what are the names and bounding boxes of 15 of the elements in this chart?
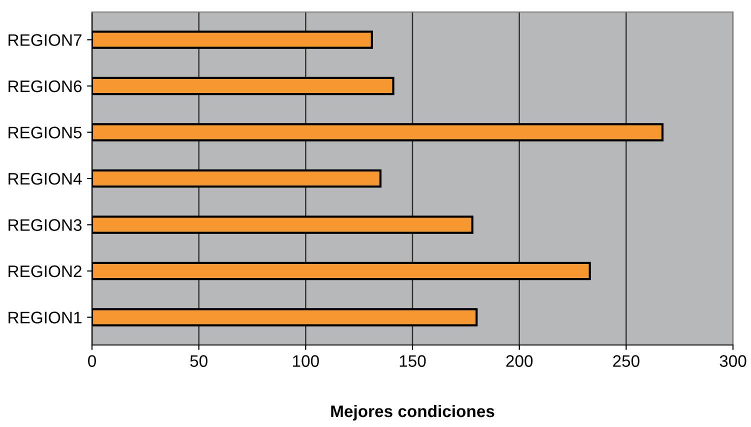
x-tick-label: 250: [613, 355, 640, 367]
x-tick-label: 50: [190, 355, 208, 367]
y-tick-label: REGION1: [8, 312, 82, 324]
x-tick-label: 100: [293, 355, 319, 367]
y-tick-label: REGION2: [8, 265, 82, 278]
y-tick-label: REGION7: [8, 34, 82, 46]
y-tick-label: REGION5: [8, 126, 82, 138]
y-tick-label: REGION3: [8, 219, 82, 231]
x-axis-title: Mejores condiciones: [331, 404, 494, 421]
y-tick-label: REGION4: [8, 172, 82, 185]
x-tick-label: 150: [400, 355, 426, 367]
x-tick-label: 0: [88, 355, 96, 367]
y-tick-label: REGION6: [8, 80, 82, 92]
x-tick-label: 300: [720, 355, 746, 367]
x-tick-label: 200: [506, 355, 533, 367]
